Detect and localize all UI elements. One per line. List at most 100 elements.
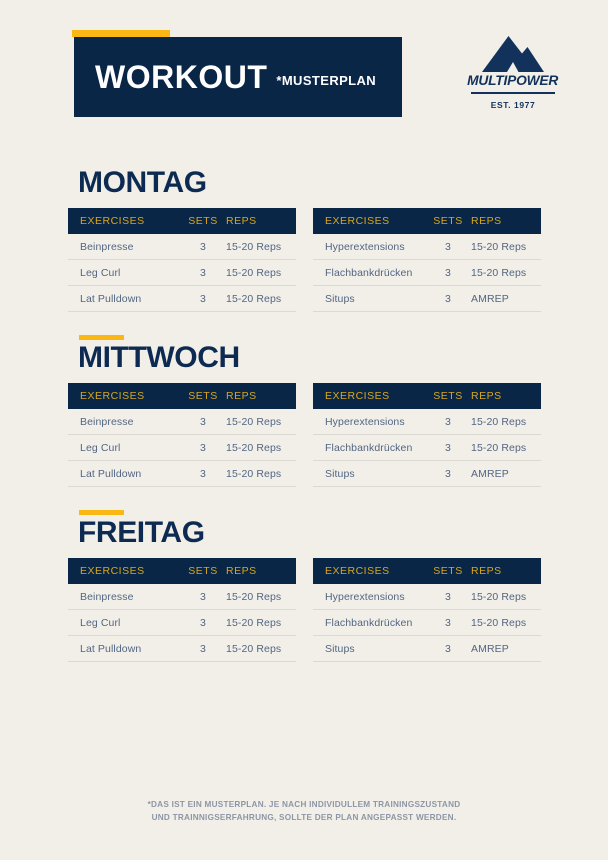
cell-sets: 3 (200, 467, 206, 480)
column-header-sets: SETS (188, 390, 218, 402)
cell-exercise: Hyperextensions (325, 590, 405, 603)
day-accent-bar (79, 335, 124, 340)
cell-reps: 15-20 Reps (471, 240, 527, 253)
table-row: Lat Pulldown 3 15-20 Reps (68, 286, 296, 312)
workout-table-left: EXERCISES SETS REPS Beinpresse 3 15-20 Reps Le… (68, 383, 296, 487)
cell-reps: 15-20 Reps (226, 467, 282, 480)
column-header-exercises: EXERCISES (80, 215, 145, 227)
table-header-row: EXERCISES SETS REPS (313, 208, 541, 234)
table-header-row: EXERCISES SETS REPS (68, 558, 296, 584)
table-row: Situps 3 AMREP (313, 636, 541, 662)
cell-sets: 3 (445, 415, 451, 428)
footer-line-1: *DAS IST EIN MUSTERPLAN. JE NACH INDIVID… (147, 800, 461, 809)
table-header-row: EXERCISES SETS REPS (68, 383, 296, 409)
cell-exercise: Beinpresse (80, 415, 134, 428)
column-header-reps: REPS (471, 215, 502, 227)
column-header-exercises: EXERCISES (325, 390, 390, 402)
column-header-sets: SETS (433, 565, 463, 577)
cell-exercise: Hyperextensions (325, 415, 405, 428)
cell-exercise: Beinpresse (80, 590, 134, 603)
cell-sets: 3 (200, 415, 206, 428)
day-title: MITTWOCH (78, 341, 240, 374)
cell-reps: 15-20 Reps (471, 415, 527, 428)
cell-exercise: Flachbankdrücken (325, 616, 413, 629)
table-row: Beinpresse 3 15-20 Reps (68, 234, 296, 260)
cell-sets: 3 (200, 292, 206, 305)
table-header-row: EXERCISES SETS REPS (313, 383, 541, 409)
cell-sets: 3 (200, 616, 206, 629)
page-title: WORKOUT (95, 59, 268, 95)
page-header: WORKOUT *MUSTERPLAN MULTIPOWER EST. 1977 (0, 0, 608, 140)
cell-exercise: Leg Curl (80, 266, 121, 279)
workout-table-right: EXERCISES SETS REPS Hyperextensions 3 15-20 R… (313, 558, 541, 662)
day-title: FREITAG (78, 516, 205, 549)
table-row: Situps 3 AMREP (313, 286, 541, 312)
cell-reps: 15-20 Reps (226, 292, 282, 305)
cell-sets: 3 (445, 616, 451, 629)
cell-exercise: Beinpresse (80, 240, 134, 253)
workout-table-right: EXERCISES SETS REPS Hyperextensions 3 15-20 R… (313, 383, 541, 487)
table-row: Beinpresse 3 15-20 Reps (68, 584, 296, 610)
table-row: Hyperextensions 3 15-20 Reps (313, 234, 541, 260)
column-header-reps: REPS (471, 565, 502, 577)
cell-reps: 15-20 Reps (471, 441, 527, 454)
column-header-exercises: EXERCISES (325, 215, 390, 227)
day-accent-bar (79, 510, 124, 515)
page-subtitle: *MUSTERPLAN (276, 72, 377, 88)
footer-line-2: UND TRAINNIGSERFAHRUNG, SOLLTE DER PLAN … (151, 813, 457, 822)
cell-sets: 3 (445, 441, 451, 454)
cell-reps: 15-20 Reps (226, 441, 282, 454)
cell-exercise: Situps (325, 467, 355, 480)
cell-exercise: Hyperextensions (325, 240, 405, 253)
header-title-box: WORKOUT *MUSTERPLAN (74, 37, 402, 117)
column-header-sets: SETS (433, 215, 463, 227)
table-row: Leg Curl 3 15-20 Reps (68, 610, 296, 636)
table-row: Lat Pulldown 3 15-20 Reps (68, 461, 296, 487)
column-header-exercises: EXERCISES (325, 565, 390, 577)
cell-reps: 15-20 Reps (226, 266, 282, 279)
cell-reps: 15-20 Reps (226, 616, 282, 629)
cell-reps: 15-20 Reps (226, 415, 282, 428)
table-row: Lat Pulldown 3 15-20 Reps (68, 636, 296, 662)
workout-table-left: EXERCISES SETS REPS Beinpresse 3 15-20 Reps Le… (68, 208, 296, 312)
table-header-row: EXERCISES SETS REPS (68, 208, 296, 234)
column-header-reps: REPS (471, 390, 502, 402)
cell-exercise: Situps (325, 642, 355, 655)
column-header-reps: REPS (226, 215, 257, 227)
column-header-exercises: EXERCISES (80, 565, 145, 577)
table-row: Beinpresse 3 15-20 Reps (68, 409, 296, 435)
cell-exercise: Leg Curl (80, 616, 121, 629)
cell-exercise: Flachbankdrücken (325, 266, 413, 279)
cell-reps: AMREP (471, 467, 509, 480)
cell-reps: 15-20 Reps (226, 590, 282, 603)
cell-reps: 15-20 Reps (471, 266, 527, 279)
cell-sets: 3 (200, 266, 206, 279)
cell-exercise: Lat Pulldown (80, 292, 142, 305)
cell-sets: 3 (200, 590, 206, 603)
cell-reps: 15-20 Reps (471, 590, 527, 603)
logo-divider (471, 92, 555, 94)
cell-exercise: Flachbankdrücken (325, 441, 413, 454)
column-header-sets: SETS (433, 390, 463, 402)
cell-reps: 15-20 Reps (471, 616, 527, 629)
table-row: Hyperextensions 3 15-20 Reps (313, 584, 541, 610)
cell-sets: 3 (445, 467, 451, 480)
column-header-exercises: EXERCISES (80, 390, 145, 402)
cell-reps: AMREP (471, 642, 509, 655)
cell-sets: 3 (445, 240, 451, 253)
multipower-logo: MULTIPOWER EST. 1977 (467, 36, 559, 110)
column-header-sets: SETS (188, 565, 218, 577)
table-row: Flachbankdrücken 3 15-20 Reps (313, 610, 541, 636)
cell-sets: 3 (200, 240, 206, 253)
cell-reps: AMREP (471, 292, 509, 305)
table-row: Leg Curl 3 15-20 Reps (68, 435, 296, 461)
table-row: Flachbankdrücken 3 15-20 Reps (313, 260, 541, 286)
table-row: Flachbankdrücken 3 15-20 Reps (313, 435, 541, 461)
column-header-reps: REPS (226, 390, 257, 402)
header-accent-bar (72, 30, 170, 37)
footer-disclaimer: *DAS IST EIN MUSTERPLAN. JE NACH INDIVID… (0, 798, 608, 824)
cell-sets: 3 (445, 292, 451, 305)
cell-sets: 3 (200, 642, 206, 655)
logo-wordmark: MULTIPOWER (467, 73, 559, 88)
workout-table-left: EXERCISES SETS REPS Beinpresse 3 15-20 Reps Le… (68, 558, 296, 662)
